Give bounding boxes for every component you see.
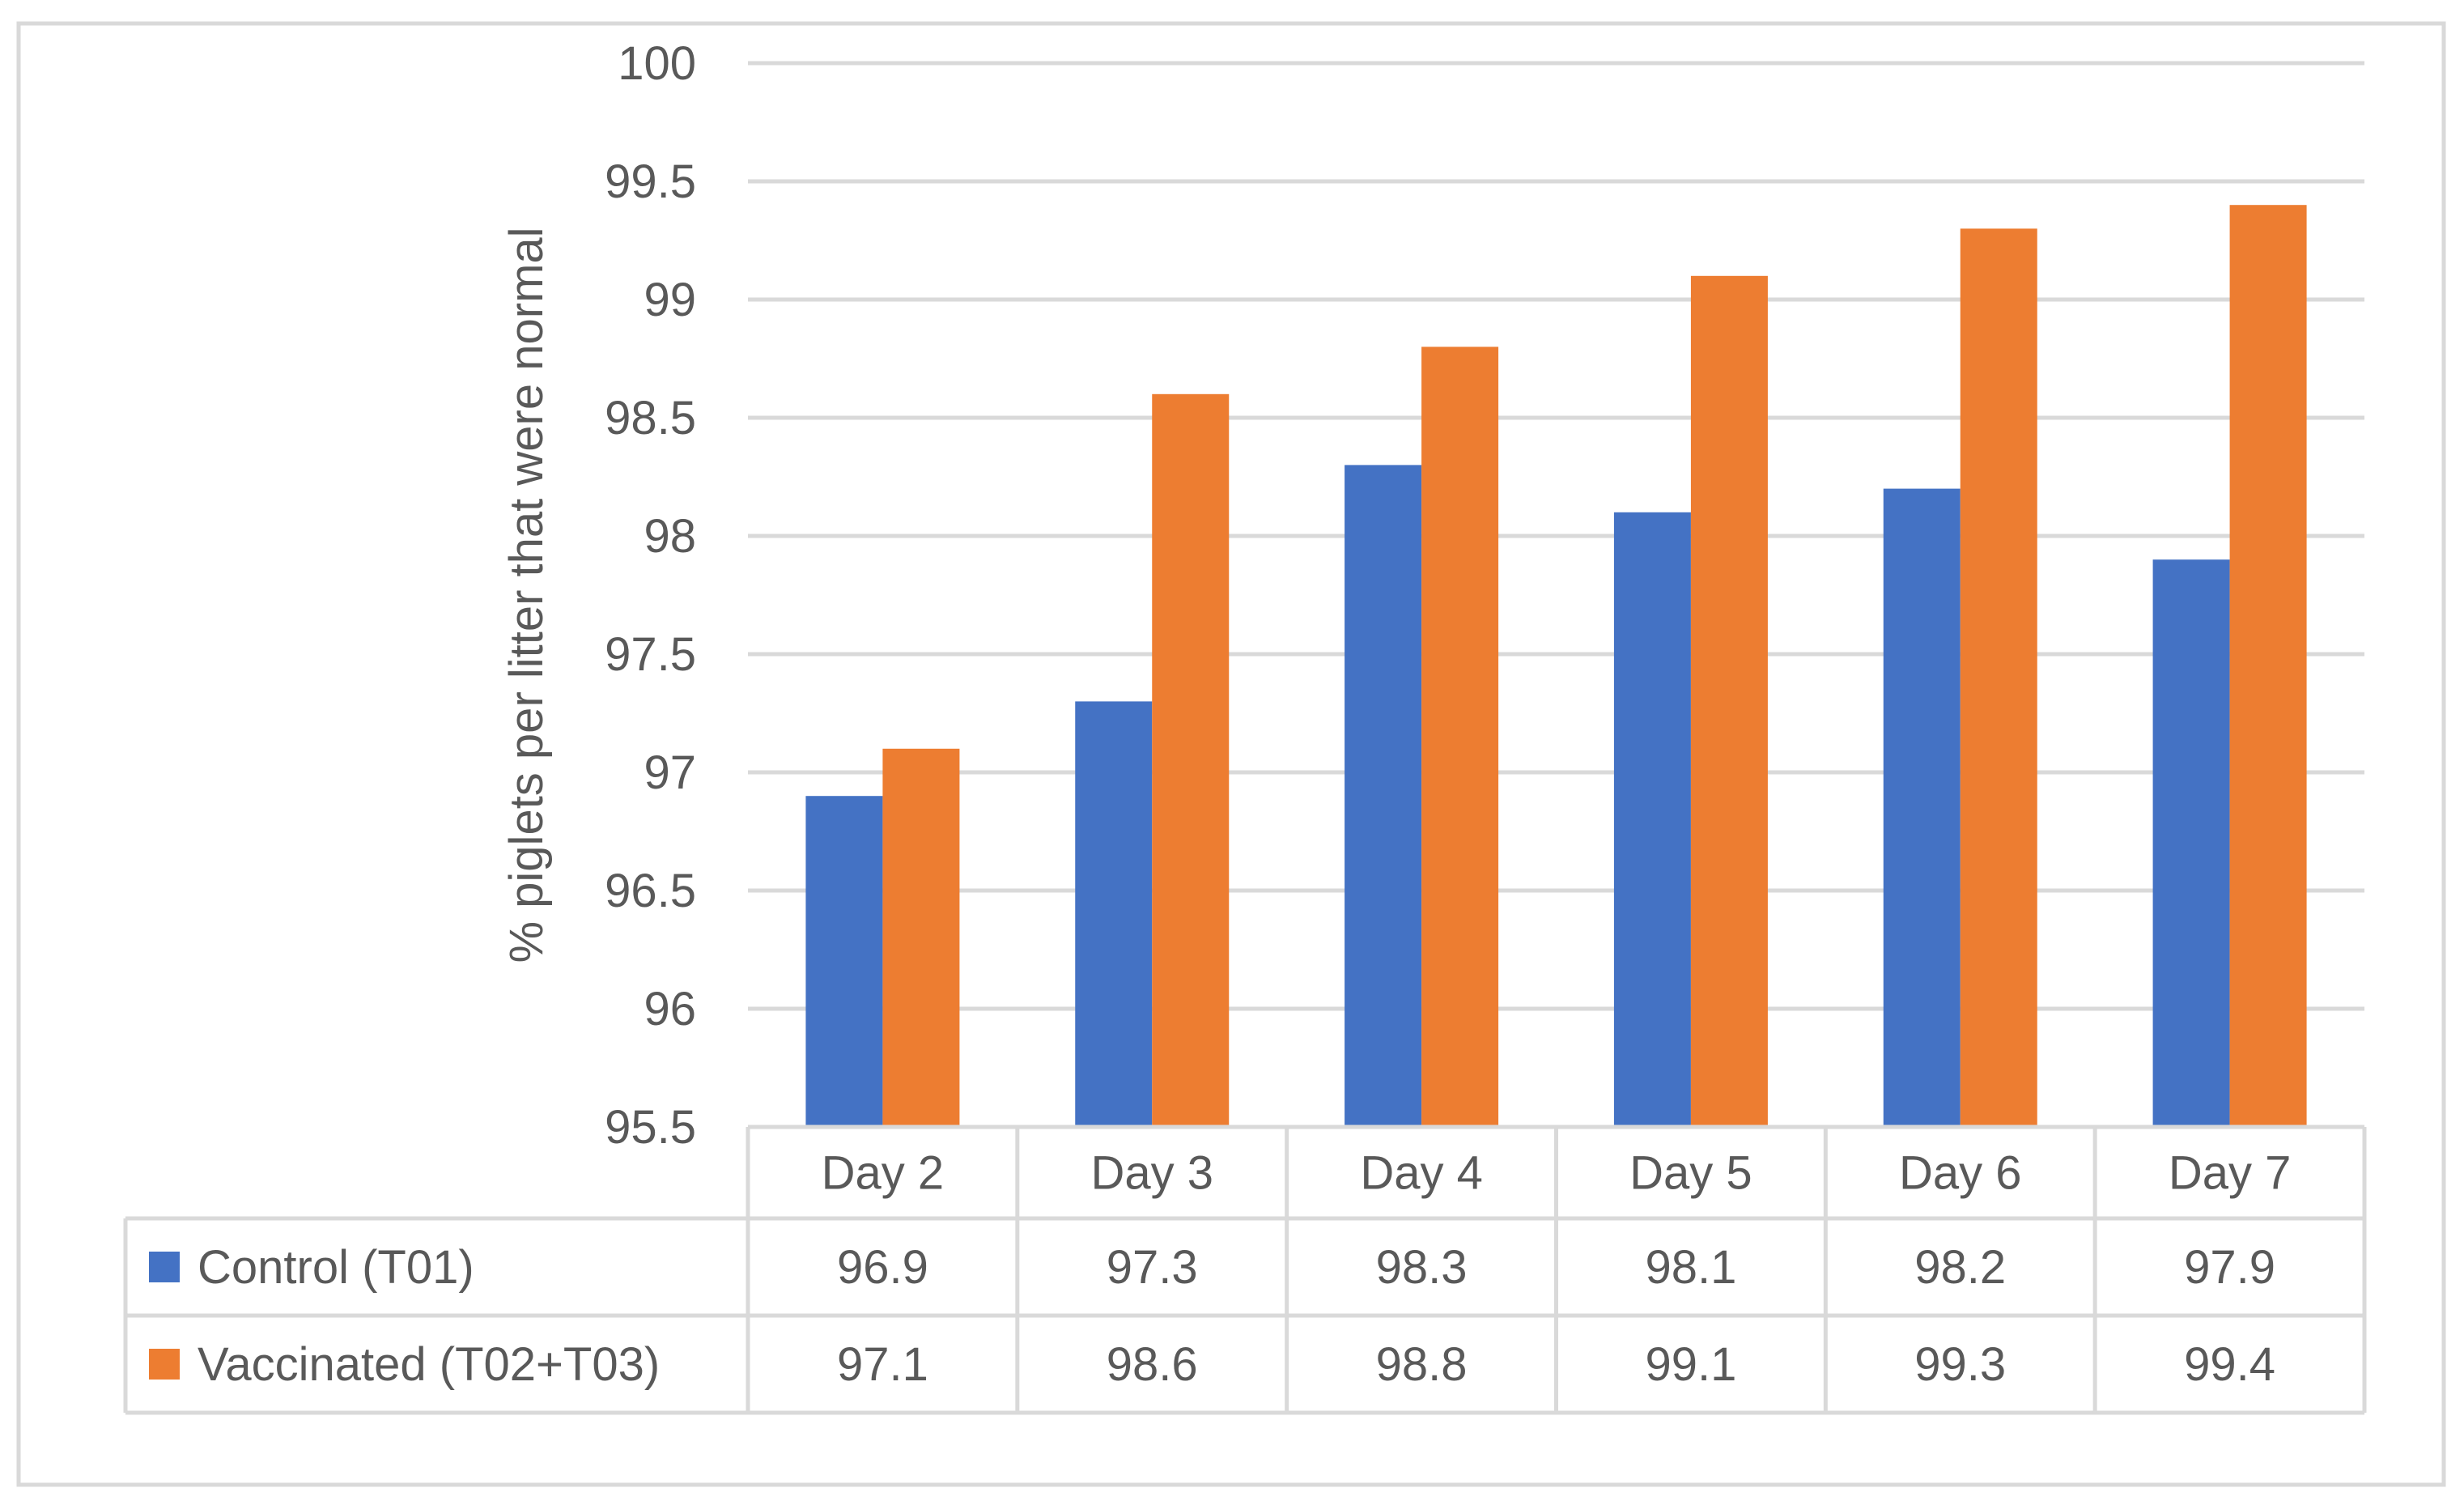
y-tick-label: 98 (644, 510, 696, 563)
y-tick-label: 97 (644, 746, 696, 799)
data-value: 99.4 (2184, 1338, 2275, 1391)
y-tick-label: 99 (644, 274, 696, 326)
bar-control-day-6 (1883, 488, 1961, 1127)
category-label: Day 5 (1629, 1147, 1752, 1200)
y-tick-label: 99.5 (605, 155, 696, 208)
bar-vaccinated-day-6 (1960, 228, 2037, 1127)
bar-control-day-5 (1613, 512, 1691, 1127)
category-label: Day 3 (1090, 1147, 1213, 1200)
bar-vaccinated-day-7 (2229, 205, 2307, 1128)
y-tick-label: 96 (644, 983, 696, 1035)
bar-vaccinated-day-3 (1152, 393, 1230, 1127)
bar-vaccinated-day-4 (1421, 346, 1499, 1127)
bar-vaccinated-day-2 (882, 748, 960, 1127)
legend-label: Vaccinated (T02+T03) (198, 1338, 660, 1391)
legend-swatch-icon (149, 1349, 180, 1380)
y-tick-label: 98.5 (605, 392, 696, 444)
y-tick-label: 100 (618, 37, 696, 90)
data-value: 96.9 (837, 1241, 928, 1294)
category-label: Day 4 (1360, 1147, 1483, 1200)
data-value: 99.3 (1914, 1338, 2006, 1391)
category-label: Day 2 (822, 1147, 945, 1200)
category-label: Day 6 (1899, 1147, 2022, 1200)
data-value: 98.2 (1914, 1241, 2006, 1294)
data-value: 98.8 (1376, 1338, 1468, 1391)
data-value: 98.1 (1645, 1241, 1736, 1294)
data-value: 99.1 (1645, 1338, 1736, 1391)
bar-control-day-3 (1075, 701, 1153, 1127)
legend-label: Control (T01) (198, 1241, 474, 1294)
chart-border (16, 21, 2446, 1487)
data-value: 97.3 (1107, 1241, 1198, 1294)
legend-swatch-icon (149, 1252, 180, 1282)
y-tick-label: 96.5 (605, 865, 696, 917)
bar-vaccinated-day-5 (1690, 275, 1768, 1127)
y-axis-label: % piglets per litter that were normal (500, 227, 553, 963)
data-value: 98.6 (1107, 1338, 1198, 1391)
y-tick-label: 97.5 (605, 628, 696, 681)
bar-control-day-2 (805, 796, 883, 1127)
bar-control-day-7 (2152, 559, 2230, 1127)
y-tick-label: 95.5 (605, 1101, 696, 1154)
data-value: 97.1 (837, 1338, 928, 1391)
data-value: 97.9 (2184, 1241, 2275, 1294)
data-value: 98.3 (1376, 1241, 1468, 1294)
bar-control-day-4 (1345, 465, 1422, 1127)
category-label: Day 7 (2169, 1147, 2292, 1200)
